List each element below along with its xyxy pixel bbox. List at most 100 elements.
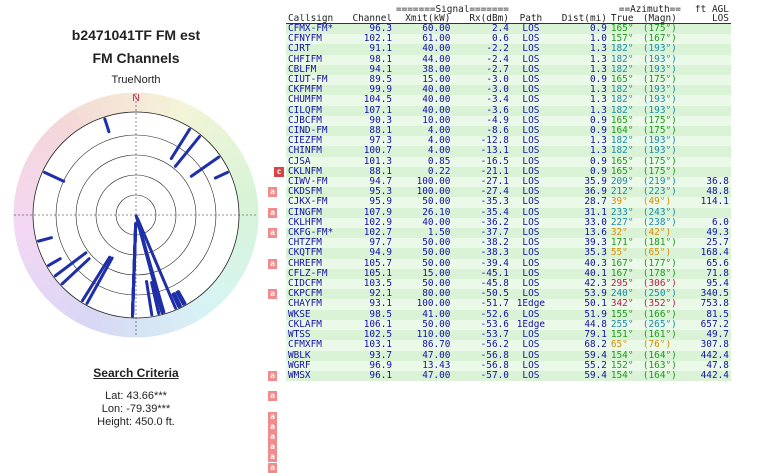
- table-row[interactable]: CKPCFM 92.1 80.00 -50.5 LOS 53.9 240° (250°) 340…: [286, 289, 731, 300]
- row-marker[interactable]: a: [268, 370, 277, 381]
- rx-cell: -53.6: [480, 319, 509, 330]
- table-row[interactable]: CHREFM 105.7 50.00 -39.4 LOS 40.3 167° (177°) 65…: [286, 258, 731, 269]
- xmit-cell: 60.00: [422, 23, 451, 34]
- row-marker[interactable]: a: [268, 228, 277, 238]
- azimuth-group-header: ==Azimuth==: [618, 5, 681, 14]
- col-true[interactable]: True: [608, 14, 641, 24]
- agl-cell: [683, 85, 731, 95]
- col-rx[interactable]: Rx(dBm): [452, 14, 511, 24]
- path-cell: LOS: [522, 258, 540, 269]
- callsign-cell: CFNYFM: [288, 34, 322, 45]
- row-marker[interactable]: a: [268, 258, 277, 269]
- table-row[interactable]: CJRT 91.1 40.00 -2.2 LOS 1.3 182° (193°): [286, 44, 731, 55]
- table-row[interactable]: CIUT-FM 89.5 15.00 -3.0 LOS 0.9 165° (175°): [286, 75, 731, 86]
- magnetic-azimuth-cell: (250°): [642, 289, 677, 300]
- distance-cell: 40.1: [584, 268, 607, 279]
- table-row[interactable]: CILQFM 107.1 40.00 -3.6 LOS 1.3 182° (193°): [286, 105, 731, 116]
- table-row[interactable]: CHFIFM 98.1 44.00 -2.4 LOS 1.3 182° (193°): [286, 54, 731, 65]
- magnetic-azimuth-cell: (166°): [642, 309, 677, 320]
- row-marker[interactable]: a: [268, 391, 277, 402]
- col-path[interactable]: Path: [510, 14, 551, 24]
- true-azimuth-cell: 182°: [610, 64, 634, 75]
- xmit-cell: 100.00: [416, 299, 451, 310]
- distance-cell: 39.3: [584, 238, 607, 249]
- path-cell: LOS: [522, 207, 540, 218]
- table-row[interactable]: CHUMFM 104.5 40.00 -3.4 LOS 1.3 182° (193°): [286, 95, 731, 106]
- true-azimuth-cell: 165°: [610, 166, 634, 177]
- table-row[interactable]: CFMX-FM* 96.3 60.00 2.4 LOS 0.9 165° (175°): [286, 23, 731, 35]
- table-row[interactable]: WGRF 96.9 13.43 -56.8 LOS 55.2 152° (163°) 47.8: [286, 360, 731, 371]
- table-row[interactable]: CKDSFM 95.3 100.00 -27.4 LOS 36.9 212° (223°) 48…: [286, 187, 731, 198]
- table-row[interactable]: CKFMFM 99.9 40.00 -3.0 LOS 1.3 182° (193°): [286, 85, 731, 96]
- channel-cell: 88.1: [369, 126, 392, 137]
- rx-cell: -53.7: [480, 330, 509, 341]
- table-row[interactable]: CFMXFM 103.1 86.70 -56.2 LOS 68.2 65° (76°) 307.…: [286, 340, 731, 351]
- callsign-cell: CKPCFM: [288, 289, 322, 300]
- magnetic-azimuth-cell: (193°): [642, 64, 677, 75]
- agl-cell: 49.7: [706, 330, 729, 341]
- channel-cell: 97.3: [369, 136, 392, 147]
- col-dist[interactable]: Dist(mi): [550, 14, 609, 24]
- xmit-cell: 10.00: [422, 115, 451, 126]
- row-marker[interactable]: a: [268, 411, 277, 422]
- table-row[interactable]: CIDCFM 103.5 50.00 -45.8 LOS 42.3 295° (306°) 95…: [286, 279, 731, 290]
- table-row[interactable]: CHTZFM 97.7 50.00 -38.2 LOS 39.3 171° (181°) 25.…: [286, 238, 731, 249]
- channel-cell: 98.1: [369, 54, 392, 65]
- table-row[interactable]: CFNYFM 102.1 61.00 0.6 LOS 1.0 157° (167°): [286, 34, 731, 45]
- channel-cell: 96.1: [369, 370, 392, 381]
- table-row[interactable]: WKSE 98.5 41.00 -52.6 LOS 51.9 155° (166°) 81.5: [286, 309, 731, 320]
- callsign-cell: WGRF: [288, 360, 311, 371]
- path-cell: LOS: [522, 44, 540, 55]
- col-callsign[interactable]: Callsign: [286, 14, 348, 24]
- col-xmit[interactable]: Xmit(kW): [394, 14, 453, 24]
- table-row[interactable]: CJSA 101.3 0.85 -16.5 LOS 0.9 165° (175°): [286, 156, 731, 167]
- callsign-cell: WBLK: [288, 350, 311, 361]
- table-row[interactable]: CKQTFM 94.9 50.00 -38.3 LOS 35.3 55° (65°) 168.4: [286, 248, 731, 259]
- table-row[interactable]: WBLK 93.7 47.00 -56.8 LOS 59.4 154° (164°) 442.4: [286, 350, 731, 361]
- azimuth-bar: [43, 170, 66, 183]
- table-row[interactable]: WMSX 96.1 47.00 -57.0 LOS 59.4 154° (164°) 442.4: [286, 370, 731, 382]
- table-row[interactable]: CBLFM 94.1 38.00 -2.7 LOS 1.3 182° (193°): [286, 64, 731, 76]
- table-row[interactable]: CKFG-FM* 102.7 1.50 -37.7 LOS 13.6 32° (42°) 49.…: [286, 228, 731, 239]
- table-row[interactable]: CIND-FM 88.1 4.00 -8.6 LOS 0.9 164° (175°): [286, 126, 731, 137]
- row-marker[interactable]: a: [268, 442, 277, 453]
- table-row[interactable]: CIEZFM 97.3 4.00 -12.8 LOS 1.3 182° (193°): [286, 136, 731, 147]
- compass-ring-segment: [237, 201, 259, 216]
- table-row[interactable]: CKLAFM 106.1 50.00 -53.6 1Edge 44.8 255° (265°)…: [286, 319, 731, 331]
- row-marker[interactable]: a: [268, 289, 277, 300]
- rx-cell: -4.9: [486, 115, 509, 126]
- row-marker[interactable]: a: [268, 187, 277, 198]
- table-row[interactable]: CINGFM 107.9 26.10 -35.4 LOS 31.1 233° (243°): [286, 207, 731, 218]
- rx-cell: 0.6: [491, 34, 509, 45]
- table-row[interactable]: CFLZ-FM 105.1 15.00 -45.1 LOS 40.1 167° (178°) 7…: [286, 268, 731, 280]
- row-marker[interactable]: a: [268, 462, 277, 473]
- distance-cell: 1.3: [589, 64, 607, 75]
- table-row[interactable]: CKLNFM 88.1 0.22 -21.1 LOS 0.9 165° (175°): [286, 166, 731, 178]
- table-row[interactable]: CJBCFM 90.3 10.00 -4.9 LOS 0.9 165° (175°): [286, 115, 731, 127]
- distance-cell: 33.0: [584, 217, 607, 228]
- table-row[interactable]: CKLHFM 102.9 40.00 -36.2 LOS 33.0 227° (238°) 6.…: [286, 217, 731, 229]
- table-row[interactable]: CHAYFM 93.1 100.00 -51.7 1Edge 50.1 342° (352°)…: [286, 299, 731, 310]
- table-row[interactable]: WTSS 102.5 110.00 -53.7 LOS 79.1 151° (161°) 49.…: [286, 330, 731, 341]
- channel-cell: 96.3: [369, 23, 392, 34]
- row-marker[interactable]: a: [268, 421, 277, 432]
- true-north-label: TrueNorth: [111, 74, 161, 86]
- row-marker[interactable]: a: [268, 452, 277, 463]
- col-channel[interactable]: Channel: [348, 14, 394, 24]
- magnetic-azimuth-cell: (243°): [642, 207, 677, 218]
- azimuth-bar: [189, 155, 221, 178]
- row-marker[interactable]: a: [268, 207, 277, 218]
- magnetic-azimuth-cell: (193°): [642, 136, 677, 147]
- col-los[interactable]: LOS: [682, 14, 731, 24]
- search-criteria-heading[interactable]: Search Criteria: [93, 366, 179, 380]
- magnetic-azimuth-cell: (177°): [642, 258, 677, 269]
- table-row[interactable]: CIWV-FM 94.7 100.00 -27.1 LOS 35.9 209° (219°) 3…: [286, 177, 731, 188]
- table-row[interactable]: CJKX-FM 95.9 50.00 -35.3 LOS 28.7 39° (49°) 114.…: [286, 197, 731, 208]
- row-marker[interactable]: c: [274, 166, 284, 177]
- row-marker[interactable]: a: [268, 432, 277, 442]
- table-row[interactable]: CHINFM 100.7 4.00 -13.1 LOS 1.3 182° (193°): [286, 146, 731, 157]
- rx-cell: -8.6: [486, 126, 509, 137]
- xmit-cell: 40.00: [422, 95, 451, 106]
- rx-cell: -3.6: [486, 105, 509, 116]
- col-magn[interactable]: (Magn): [640, 14, 683, 24]
